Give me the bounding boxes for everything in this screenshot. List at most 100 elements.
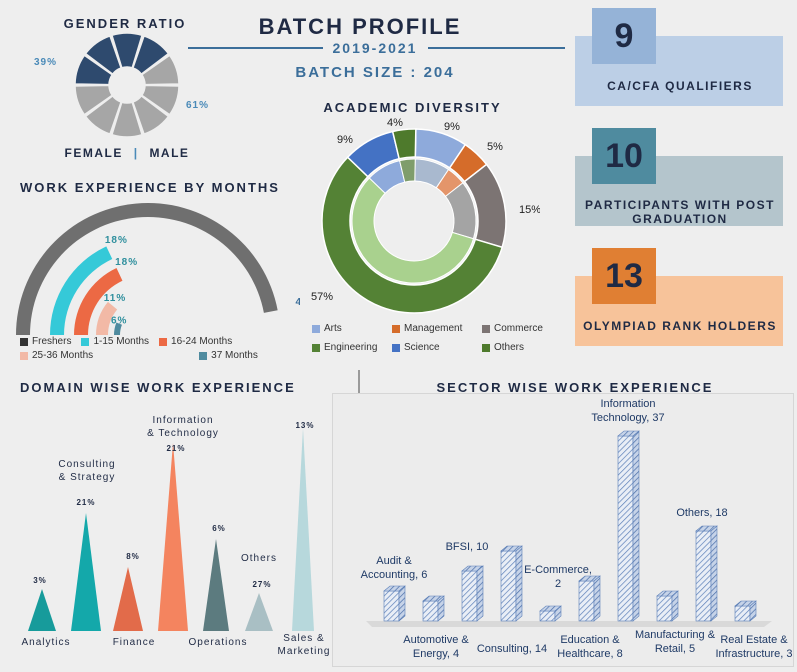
gender-segment	[74, 84, 114, 116]
legend-swatch	[482, 343, 490, 352]
sector-label: Audit &	[376, 555, 412, 567]
domain-triangle	[158, 443, 188, 631]
academic-label: 57%	[311, 291, 333, 303]
gender-segment	[140, 84, 180, 116]
domain-label: & Strategy	[59, 472, 116, 483]
work-exp-legend-item: 25-36 Months	[20, 350, 93, 361]
female-label: FEMALE	[64, 146, 123, 160]
gender-segment	[131, 94, 170, 136]
sector-label: Information	[600, 398, 655, 410]
work-exp-label: 47%	[296, 297, 300, 308]
gender-segment	[84, 94, 123, 136]
legend-swatch	[20, 337, 28, 346]
work-exp-legend-item: 16-24 Months	[159, 336, 232, 347]
domain-label: Consulting	[58, 459, 115, 470]
batch-size: BATCH SIZE : 204	[295, 64, 455, 81]
sector-chart: Audit & Accounting, 6 Automotive & Energy, …	[361, 398, 792, 660]
work-exp-label: 11%	[104, 293, 126, 304]
title-rule-right	[428, 47, 565, 49]
sector-bar	[656, 595, 673, 622]
stat-card-number: 13	[592, 248, 656, 304]
work-exp-label: 18%	[115, 257, 138, 268]
domain-pct: 13%	[295, 421, 314, 430]
work-exp-label: 18%	[105, 235, 128, 246]
stat-card-label: CA/CFA QUALIFIERS	[607, 79, 753, 93]
page-title: BATCH PROFILE	[258, 14, 462, 39]
legend-label: Others	[494, 342, 525, 353]
sector-bar-side	[398, 585, 406, 622]
legend-label: 1-15 Months	[93, 336, 150, 347]
legend-label: Science	[404, 342, 440, 353]
sector-bar	[461, 570, 478, 622]
academic-legend-item: Science	[392, 342, 482, 353]
legend-label: Commerce	[494, 323, 543, 334]
gender-segment	[110, 101, 144, 138]
academic-legend-item: Commerce	[482, 323, 552, 334]
sector-label: Others, 18	[676, 507, 727, 519]
sector-bar-side	[710, 525, 718, 622]
domain-pct: 21%	[166, 444, 185, 453]
gender-title: GENDER RATIO	[63, 16, 187, 31]
domain-label: Information	[152, 415, 213, 426]
legend-swatch	[392, 324, 400, 333]
sector-label: E-Commerce,	[524, 564, 592, 576]
title-rule-left	[188, 47, 323, 49]
sector-bar	[500, 550, 517, 622]
sector-label: Retail, 5	[655, 643, 695, 655]
work-exp-label: 6%	[111, 316, 127, 327]
work-exp-title: WORK EXPERIENCE BY MONTHS	[20, 180, 280, 195]
stat-card-label: OLYMPIAD RANK HOLDERS	[583, 319, 777, 333]
work-exp-legend-item: 1-15 Months	[81, 336, 149, 347]
domain-pct: 21%	[76, 498, 95, 507]
gender-donut	[74, 32, 180, 138]
sector-bar	[695, 530, 712, 622]
sector-bar-side	[593, 575, 601, 622]
domain-label: Operations	[189, 637, 248, 648]
legend-label: 37 Months	[211, 350, 258, 361]
gender-segment	[140, 54, 180, 86]
academic-outer-slice	[391, 128, 417, 160]
legend-swatch	[392, 343, 400, 352]
sector-label: Manufacturing &	[635, 629, 716, 641]
domain-triangle	[113, 567, 143, 631]
sector-label: Accounting, 6	[361, 569, 428, 581]
domain-pct: 8%	[126, 552, 140, 561]
domain-triangle	[28, 589, 56, 631]
legend-label: Management	[404, 323, 463, 334]
sector-label: Technology, 37	[591, 412, 664, 424]
legend-swatch	[199, 351, 208, 360]
academic-legend-item: Arts	[312, 323, 392, 334]
legend-label: 25-36 Months	[32, 350, 94, 361]
sector-label: Consulting, 14	[477, 643, 547, 655]
academic-legend-item: Management	[392, 323, 482, 334]
domain-triangle	[203, 539, 229, 631]
domain-label: Analytics	[21, 637, 70, 648]
sector-label: Automotive &	[403, 634, 469, 646]
legend-swatch	[482, 324, 490, 333]
work-exp-arc	[96, 301, 118, 335]
domain-triangle	[245, 593, 273, 631]
legend-swatch	[312, 343, 320, 352]
domain-chart: 3% Analytics 21% Consulting & Strategy 8% Fina…	[21, 415, 329, 657]
academic-legend: Arts Management Commerce Engineering Science…	[312, 323, 552, 353]
gender-segment	[74, 54, 114, 86]
sector-label: Energy, 4	[413, 648, 459, 660]
sector-title: SECTOR WISE WORK EXPERIENCE	[436, 380, 714, 395]
batch-years: 2019-2021	[332, 40, 418, 56]
legend-label: Arts	[324, 323, 342, 334]
academic-label: 9%	[444, 121, 460, 133]
domain-pct: 3%	[33, 576, 47, 585]
stat-card-number: 9	[592, 8, 656, 64]
stat-card-label: PARTICIPANTS WITH POST GRADUATION	[585, 198, 775, 226]
legend-label: Freshers	[32, 336, 72, 347]
work-exp-chart: 47% 18% 18% 11% 6%	[16, 202, 300, 335]
legend-swatch	[312, 324, 320, 333]
academic-donut: 9% 5% 15% 57% 9% 4%	[311, 117, 540, 314]
sector-label: Real Estate &	[720, 634, 788, 646]
legend-swatch	[159, 337, 168, 346]
academic-label: 5%	[487, 141, 503, 153]
academic-label: 4%	[387, 117, 403, 129]
female-pct: 39%	[34, 57, 58, 68]
sector-bar-side	[749, 600, 757, 622]
work-exp-arc	[74, 268, 123, 335]
